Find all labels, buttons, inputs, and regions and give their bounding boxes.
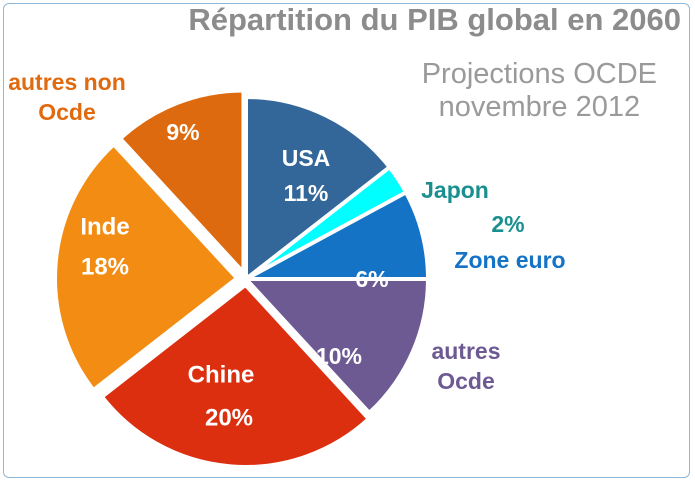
label-autres-ocde-line-2: Ocde xyxy=(437,368,495,394)
value-japon: 2% xyxy=(491,211,524,237)
pie-slice-inde xyxy=(53,142,240,393)
pie-slice-autres-ocde xyxy=(244,277,430,415)
subtitle-line-2: novembre 2012 xyxy=(438,91,641,123)
value-zone-euro: 6% xyxy=(355,266,388,292)
value-chine: 20% xyxy=(205,404,253,431)
label-japon: Japon xyxy=(421,177,489,203)
chart-title: Répartition du PIB global en 2060 xyxy=(188,2,681,37)
value-autres-ocde: 10% xyxy=(316,343,362,369)
label-autres-non-ocde-line-2: Ocde xyxy=(38,99,96,125)
label-autres-ocde-line-1: autres xyxy=(431,338,500,364)
pie-slice-usa xyxy=(244,95,392,281)
label-autres-non-ocde-line-1: autres non xyxy=(8,69,126,95)
label-zone-euro: Zone euro xyxy=(454,247,565,273)
chart-subtitle: Projections OCDE novembre 2012 xyxy=(422,58,657,124)
label-inde: Inde xyxy=(80,213,129,240)
subtitle-line-1: Projections OCDE xyxy=(421,58,657,90)
pie-slice-chine xyxy=(99,282,371,469)
value-inde: 18% xyxy=(81,253,129,280)
value-autres-non-ocde: 9% xyxy=(166,119,199,145)
pie-slice-autres-non-ocde xyxy=(118,88,246,275)
label-usa: USA xyxy=(282,145,331,171)
label-chine: Chine xyxy=(188,361,255,388)
value-usa: 11% xyxy=(284,180,329,206)
